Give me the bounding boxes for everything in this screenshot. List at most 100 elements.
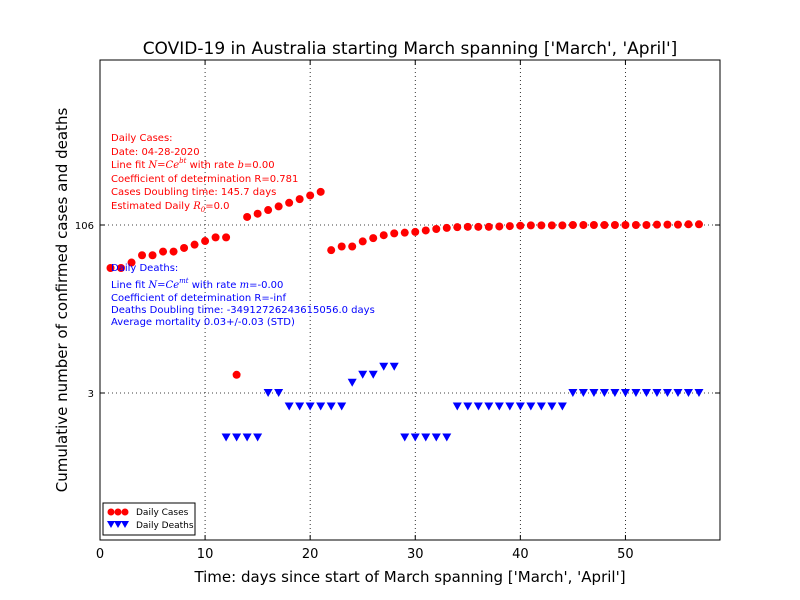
cases-point	[232, 370, 241, 379]
deaths-point	[305, 402, 315, 411]
x-tick-label: 30	[407, 547, 424, 562]
deaths-point	[400, 433, 410, 442]
deaths-point	[547, 402, 557, 411]
deaths-point	[505, 402, 515, 411]
cases-point	[453, 223, 462, 232]
x-tick-label: 40	[512, 547, 529, 562]
x-tick-label: 50	[617, 547, 634, 562]
cases-fit-rate-var: b	[238, 160, 244, 171]
cases-point	[295, 195, 304, 204]
deaths-point	[526, 402, 536, 411]
cases-fit: Line fit N=Cebt with rate b=0.00	[111, 157, 275, 171]
cases-point	[190, 240, 199, 249]
cases-point	[600, 221, 609, 229]
cases-point	[642, 221, 651, 229]
cases-point	[558, 221, 567, 230]
axis-ticks: 0 10 20 30 40 50 106 3	[75, 60, 720, 562]
cases-point	[211, 233, 220, 242]
cases-point	[432, 225, 441, 234]
cases-point	[358, 237, 367, 246]
cases-point	[274, 202, 283, 211]
cases-point	[253, 209, 262, 218]
cases-point	[316, 187, 325, 196]
deaths-point	[694, 389, 704, 397]
deaths-point	[484, 402, 494, 411]
cases-point	[463, 222, 472, 231]
deaths-fit-exp: mt	[179, 277, 189, 285]
deaths-point	[421, 433, 431, 442]
deaths-point	[652, 389, 662, 397]
cases-point	[127, 258, 136, 267]
deaths-point	[337, 402, 347, 411]
cases-point	[369, 234, 378, 243]
cases-point	[537, 221, 546, 230]
x-axis-label: Time: days since start of March spanning…	[193, 568, 625, 586]
deaths-point	[578, 389, 588, 397]
deaths-point	[253, 433, 263, 442]
deaths-point	[463, 402, 473, 411]
legend-cases-marker-2	[114, 508, 122, 516]
legend-cases-label: Daily Cases	[136, 508, 189, 518]
cases-point	[411, 227, 420, 236]
cases-point	[579, 221, 588, 229]
legend-cases-marker-3	[121, 508, 129, 516]
cases-point	[631, 221, 640, 229]
deaths-point	[473, 402, 483, 411]
data-marks	[106, 187, 704, 442]
cases-point	[201, 237, 210, 246]
deaths-point	[232, 433, 242, 442]
cases-header: Daily Cases:	[111, 133, 173, 144]
deaths-fit-rate-value: =-0.00	[249, 280, 283, 291]
cases-point	[148, 251, 157, 260]
cases-point	[243, 212, 252, 221]
y-axis-label: Cumulative number of confirmed cases and…	[53, 108, 71, 493]
cases-point	[117, 264, 126, 273]
legend-cases-marker-1	[107, 508, 115, 516]
cases-point	[442, 223, 451, 232]
cases-point	[684, 220, 693, 229]
cases-point	[610, 221, 619, 229]
deaths-point	[242, 433, 252, 442]
x-tick-label: 0	[96, 547, 104, 562]
x-tick-label: 20	[302, 547, 319, 562]
y-tick-label: 106	[75, 221, 94, 232]
cases-doubling: Cases Doubling time: 145.7 days	[111, 187, 276, 198]
deaths-point	[536, 402, 546, 411]
deaths-point	[610, 389, 620, 397]
deaths-point	[620, 389, 630, 397]
cases-fit-rate-value: =0.00	[244, 160, 275, 171]
deaths-point	[557, 402, 567, 411]
deaths-point	[263, 389, 273, 397]
deaths-fit: Line fit N=Cemt with rate m=-0.00	[111, 277, 283, 291]
cases-point	[663, 220, 672, 229]
deaths-point	[274, 389, 284, 397]
deaths-point	[673, 389, 683, 397]
cases-r0-var: R	[192, 201, 201, 212]
deaths-point	[431, 433, 441, 442]
cases-point	[505, 222, 514, 231]
cases-point	[285, 198, 294, 207]
legend-deaths-marker-2	[114, 521, 122, 528]
cases-fit-exp: bt	[179, 157, 186, 165]
cases-point	[348, 242, 357, 251]
cases-point	[169, 247, 178, 256]
deaths-point	[284, 402, 294, 411]
deaths-point	[641, 389, 651, 397]
deaths-fit-rate-prefix: with rate	[189, 280, 240, 291]
cases-point	[526, 221, 535, 230]
cases-point	[337, 242, 346, 251]
deaths-r: Coefficient of determination R=-inf	[111, 293, 286, 304]
deaths-point	[358, 370, 368, 379]
plot-area	[99, 59, 721, 541]
cases-point	[652, 220, 661, 229]
cases-point	[495, 222, 504, 231]
deaths-point	[295, 402, 305, 411]
legend-box	[102, 502, 196, 536]
cases-r0-sub: 0	[201, 206, 206, 214]
cases-r0-prefix: Estimated Daily	[111, 201, 193, 212]
x-tick-label: 10	[197, 547, 214, 562]
deaths-mortality: Average mortality 0.03+/-0.03 (STD)	[111, 317, 295, 328]
deaths-point	[599, 389, 609, 397]
cases-point	[138, 251, 147, 260]
